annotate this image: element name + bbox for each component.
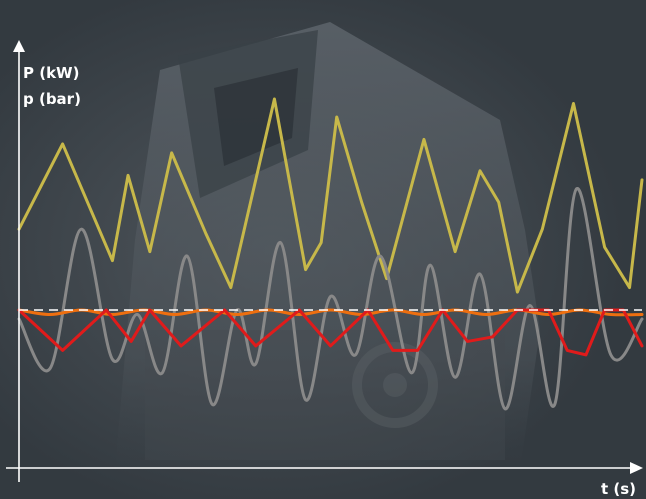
x-axis-label: t (s): [601, 480, 636, 498]
series-line-1: [17, 97, 644, 294]
series-line-4: [17, 308, 644, 357]
x-axis-arrow-icon: [630, 462, 643, 474]
y-axis-label-line-1: P (kW): [23, 64, 79, 82]
series-layer: [17, 97, 644, 411]
series-line-2: [17, 187, 644, 411]
series-line-3: [17, 308, 644, 317]
axes: P (kW) p (bar) t (s): [6, 40, 643, 498]
y-axis-label-line-2: p (bar): [23, 90, 81, 108]
y-axis-arrow-icon: [13, 40, 25, 52]
